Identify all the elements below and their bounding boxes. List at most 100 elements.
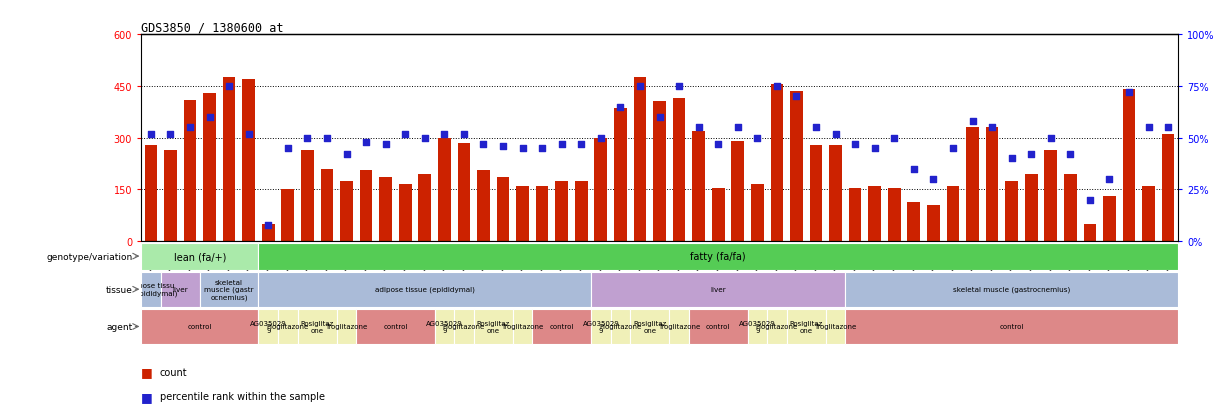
Bar [379,178,391,242]
Bar [669,309,688,344]
Point [317,135,336,142]
Point [180,125,200,131]
Bar [1162,135,1174,242]
Bar [281,190,294,242]
Bar [474,309,513,344]
Bar [888,188,901,242]
Bar [298,309,336,344]
Text: Pioglitazone: Pioglitazone [266,324,309,330]
Bar [810,145,822,242]
Bar [556,181,568,242]
Bar [1005,181,1018,242]
Text: Rosiglitaz
one: Rosiglitaz one [476,320,510,333]
Bar [141,272,161,307]
Point [688,125,708,131]
Bar [845,309,1178,344]
Point [708,141,728,148]
Bar [243,80,255,242]
Bar [747,309,767,344]
Bar [477,171,490,242]
Bar [1123,90,1135,242]
Point [826,131,845,138]
Text: skeletal muscle (gastrocnemius): skeletal muscle (gastrocnemius) [953,286,1070,293]
Text: agent: agent [107,322,133,331]
Text: Pioglitazone: Pioglitazone [756,324,798,330]
Text: liver: liver [172,287,188,292]
Text: control: control [383,324,407,330]
Point [591,135,611,142]
Bar [204,94,216,242]
Text: Troglitazone: Troglitazone [658,324,701,330]
Text: ■: ■ [141,390,153,403]
Bar [340,181,353,242]
Bar [594,138,607,242]
Bar [771,85,783,242]
Point [474,141,493,148]
Bar [966,128,979,242]
Bar [1083,224,1096,242]
Bar [141,309,259,344]
Bar [1025,174,1038,242]
Bar [161,272,200,307]
Text: tissue: tissue [106,285,133,294]
Point [513,145,533,152]
Point [493,143,513,150]
Bar [1142,187,1155,242]
Text: ■: ■ [141,365,153,378]
Bar [279,309,298,344]
Point [806,125,826,131]
Text: Pioglitazone: Pioglitazone [443,324,485,330]
Bar [653,102,666,242]
Bar [1044,150,1058,242]
Point [1040,135,1060,142]
Bar [790,92,802,242]
Bar [908,202,920,242]
Bar [536,187,548,242]
Bar [259,309,279,344]
Point [983,125,1002,131]
Bar [454,309,474,344]
Point [279,145,298,152]
Bar [1103,197,1115,242]
Bar [591,309,611,344]
Bar [767,309,787,344]
Bar [614,109,627,242]
Bar [849,188,861,242]
Bar [145,145,157,242]
Point [885,135,904,142]
Text: AG035029
9: AG035029 9 [739,320,775,333]
Point [454,131,474,138]
Bar [320,169,334,242]
Text: adipose tissu
e (epididymal): adipose tissu e (epididymal) [125,283,177,296]
Bar [184,100,196,242]
Bar [672,99,686,242]
Bar [533,309,591,344]
Text: AG035029
9: AG035029 9 [426,320,463,333]
Text: control: control [550,324,574,330]
Bar [575,181,588,242]
Point [259,222,279,228]
Point [1158,125,1178,131]
Bar [633,78,647,242]
Point [1099,176,1119,183]
Bar [731,142,744,242]
Point [1080,197,1099,204]
Point [1060,152,1080,158]
Text: control: control [188,324,212,330]
Bar [869,187,881,242]
Text: Troglitazone: Troglitazone [325,324,368,330]
Point [200,114,220,121]
Point [356,139,375,146]
Bar [356,309,434,344]
Point [141,131,161,138]
Point [1001,156,1021,162]
Point [649,114,669,121]
Point [533,145,552,152]
Bar [513,309,533,344]
Point [963,119,983,125]
Text: fatty (fa/fa): fatty (fa/fa) [691,252,746,261]
Bar [712,188,725,242]
Text: control: control [1000,324,1023,330]
Bar [985,128,999,242]
Bar [164,150,177,242]
